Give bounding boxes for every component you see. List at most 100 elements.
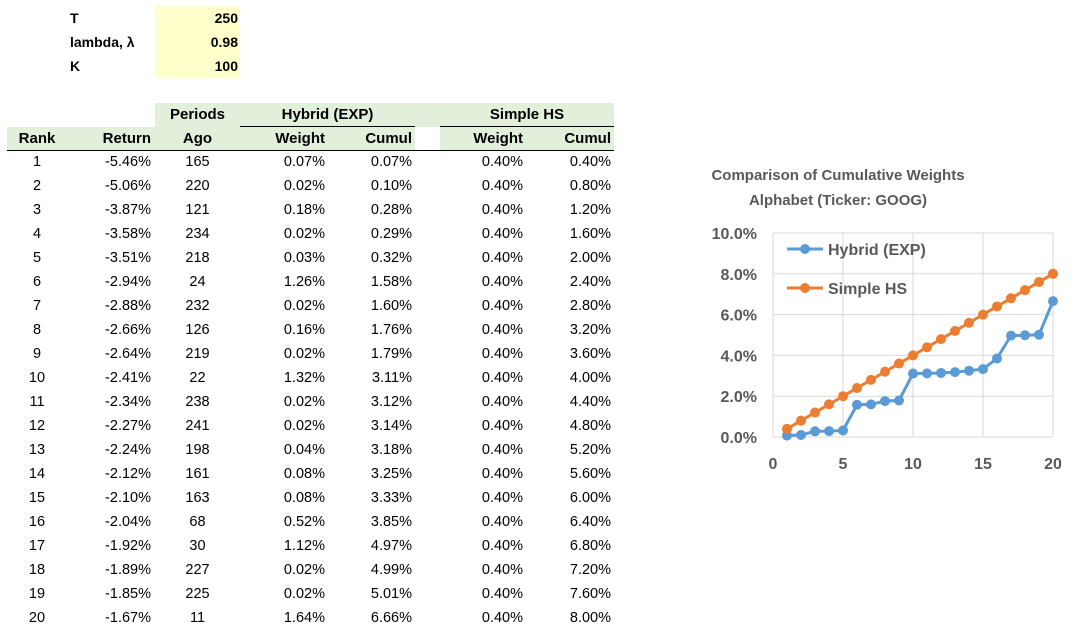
cell-hybrid-weight[interactable]: 0.52% xyxy=(283,514,325,530)
cell-periods-ago[interactable]: 161 xyxy=(185,466,210,482)
cell-periods-ago[interactable]: 11 xyxy=(189,610,206,626)
cell-periods-ago[interactable]: 225 xyxy=(185,586,210,602)
cell-hybrid-cumul[interactable]: 4.97% xyxy=(370,538,412,554)
cell-simple-cumul[interactable]: 2.00% xyxy=(569,250,611,266)
cell-periods-ago[interactable]: 238 xyxy=(185,394,210,410)
cell-rank[interactable]: 6 xyxy=(32,274,42,290)
cell-simple-weight[interactable]: 0.40% xyxy=(481,346,523,362)
cell-hybrid-cumul[interactable]: 1.58% xyxy=(370,274,412,290)
cell-return[interactable]: -5.06% xyxy=(105,178,151,194)
cell-simple-cumul[interactable]: 2.40% xyxy=(569,274,611,290)
cell-return[interactable]: -2.41% xyxy=(105,370,151,386)
cell-hybrid-weight[interactable]: 0.03% xyxy=(283,250,325,266)
cell-return[interactable]: -1.67% xyxy=(105,610,151,626)
cell-simple-cumul[interactable]: 0.40% xyxy=(569,154,611,170)
cell-hybrid-weight[interactable]: 0.02% xyxy=(283,418,325,434)
cell-rank[interactable]: 7 xyxy=(32,298,42,314)
cell-hybrid-weight[interactable]: 0.02% xyxy=(283,346,325,362)
cell-return[interactable]: -2.66% xyxy=(105,322,151,338)
cell-simple-cumul[interactable]: 1.20% xyxy=(569,202,611,218)
cell-rank[interactable]: 10 xyxy=(28,370,46,386)
cell-simple-weight[interactable]: 0.40% xyxy=(481,226,523,242)
cell-return[interactable]: -2.94% xyxy=(105,274,151,290)
cell-simple-cumul[interactable]: 7.20% xyxy=(569,562,611,578)
cell-simple-cumul[interactable]: 7.60% xyxy=(569,586,611,602)
cell-hybrid-cumul[interactable]: 3.25% xyxy=(370,466,412,482)
cell-hybrid-cumul[interactable]: 3.14% xyxy=(370,418,412,434)
cell-hybrid-weight[interactable]: 1.64% xyxy=(283,610,325,626)
cell-periods-ago[interactable]: 121 xyxy=(185,202,210,218)
cell-rank[interactable]: 3 xyxy=(32,202,42,218)
cell-simple-weight[interactable]: 0.40% xyxy=(481,178,523,194)
cell-periods-ago[interactable]: 227 xyxy=(185,562,210,578)
cell-simple-weight[interactable]: 0.40% xyxy=(481,418,523,434)
cell-hybrid-cumul[interactable]: 6.66% xyxy=(370,610,412,626)
cell-hybrid-weight[interactable]: 0.02% xyxy=(283,226,325,242)
cell-hybrid-cumul[interactable]: 3.12% xyxy=(370,394,412,410)
cell-rank[interactable]: 9 xyxy=(32,346,42,362)
cell-hybrid-weight[interactable]: 0.02% xyxy=(283,298,325,314)
cell-periods-ago[interactable]: 24 xyxy=(189,274,206,290)
cell-hybrid-cumul[interactable]: 0.07% xyxy=(370,154,412,170)
cell-hybrid-weight[interactable]: 0.08% xyxy=(283,490,325,506)
cell-return[interactable]: -3.51% xyxy=(105,250,151,266)
cell-hybrid-cumul[interactable]: 5.01% xyxy=(370,586,412,602)
cell-simple-cumul[interactable]: 5.60% xyxy=(569,466,611,482)
cell-simple-cumul[interactable]: 4.80% xyxy=(569,418,611,434)
cell-hybrid-weight[interactable]: 0.02% xyxy=(283,178,325,194)
cell-return[interactable]: -1.92% xyxy=(105,538,151,554)
cell-hybrid-weight[interactable]: 1.26% xyxy=(283,274,325,290)
cell-simple-weight[interactable]: 0.40% xyxy=(481,250,523,266)
cell-rank[interactable]: 15 xyxy=(28,490,46,506)
cell-simple-weight[interactable]: 0.40% xyxy=(481,442,523,458)
cell-hybrid-cumul[interactable]: 3.18% xyxy=(370,442,412,458)
cell-rank[interactable]: 17 xyxy=(28,538,46,554)
cell-rank[interactable]: 14 xyxy=(28,466,46,482)
cell-return[interactable]: -2.10% xyxy=(105,490,151,506)
cell-rank[interactable]: 19 xyxy=(28,586,46,602)
cell-simple-weight[interactable]: 0.40% xyxy=(481,514,523,530)
cell-rank[interactable]: 13 xyxy=(28,442,46,458)
cell-simple-weight[interactable]: 0.40% xyxy=(481,562,523,578)
cell-periods-ago[interactable]: 241 xyxy=(185,418,210,434)
cell-rank[interactable]: 2 xyxy=(32,178,42,194)
cell-simple-weight[interactable]: 0.40% xyxy=(481,202,523,218)
cell-hybrid-cumul[interactable]: 0.29% xyxy=(370,226,412,242)
cell-rank[interactable]: 20 xyxy=(28,610,46,626)
cell-return[interactable]: -2.27% xyxy=(105,418,151,434)
cell-rank[interactable]: 12 xyxy=(28,418,46,434)
cell-simple-cumul[interactable]: 4.40% xyxy=(569,394,611,410)
cell-rank[interactable]: 16 xyxy=(28,514,46,530)
cell-hybrid-cumul[interactable]: 3.85% xyxy=(370,514,412,530)
cell-simple-weight[interactable]: 0.40% xyxy=(481,322,523,338)
cell-return[interactable]: -3.58% xyxy=(105,226,151,242)
cell-hybrid-weight[interactable]: 0.18% xyxy=(283,202,325,218)
cell-simple-cumul[interactable]: 6.00% xyxy=(569,490,611,506)
cell-return[interactable]: -2.34% xyxy=(105,394,151,410)
cell-return[interactable]: -2.24% xyxy=(105,442,151,458)
cell-simple-weight[interactable]: 0.40% xyxy=(481,298,523,314)
cell-rank[interactable]: 4 xyxy=(32,226,42,242)
cell-return[interactable]: -2.88% xyxy=(105,298,151,314)
cell-hybrid-weight[interactable]: 0.08% xyxy=(283,466,325,482)
param-T-value[interactable]: 250 xyxy=(214,10,238,26)
cell-simple-cumul[interactable]: 6.80% xyxy=(569,538,611,554)
cell-hybrid-weight[interactable]: 0.16% xyxy=(283,322,325,338)
cell-hybrid-cumul[interactable]: 4.99% xyxy=(370,562,412,578)
cell-return[interactable]: -1.89% xyxy=(105,562,151,578)
cell-hybrid-weight[interactable]: 0.02% xyxy=(283,562,325,578)
cell-hybrid-cumul[interactable]: 1.76% xyxy=(370,322,412,338)
cell-hybrid-cumul[interactable]: 0.32% xyxy=(370,250,412,266)
cell-hybrid-cumul[interactable]: 3.11% xyxy=(371,370,412,386)
cell-periods-ago[interactable]: 68 xyxy=(189,514,206,530)
cell-simple-weight[interactable]: 0.40% xyxy=(481,610,523,626)
cell-rank[interactable]: 18 xyxy=(28,562,46,578)
param-K-value[interactable]: 100 xyxy=(214,58,238,74)
cell-simple-weight[interactable]: 0.40% xyxy=(481,466,523,482)
cell-hybrid-cumul[interactable]: 1.60% xyxy=(370,298,412,314)
cell-hybrid-cumul[interactable]: 0.10% xyxy=(370,178,412,194)
cell-return[interactable]: -2.04% xyxy=(105,514,151,530)
cell-rank[interactable]: 8 xyxy=(32,322,42,338)
cell-periods-ago[interactable]: 30 xyxy=(189,538,206,554)
cell-periods-ago[interactable]: 220 xyxy=(185,178,210,194)
